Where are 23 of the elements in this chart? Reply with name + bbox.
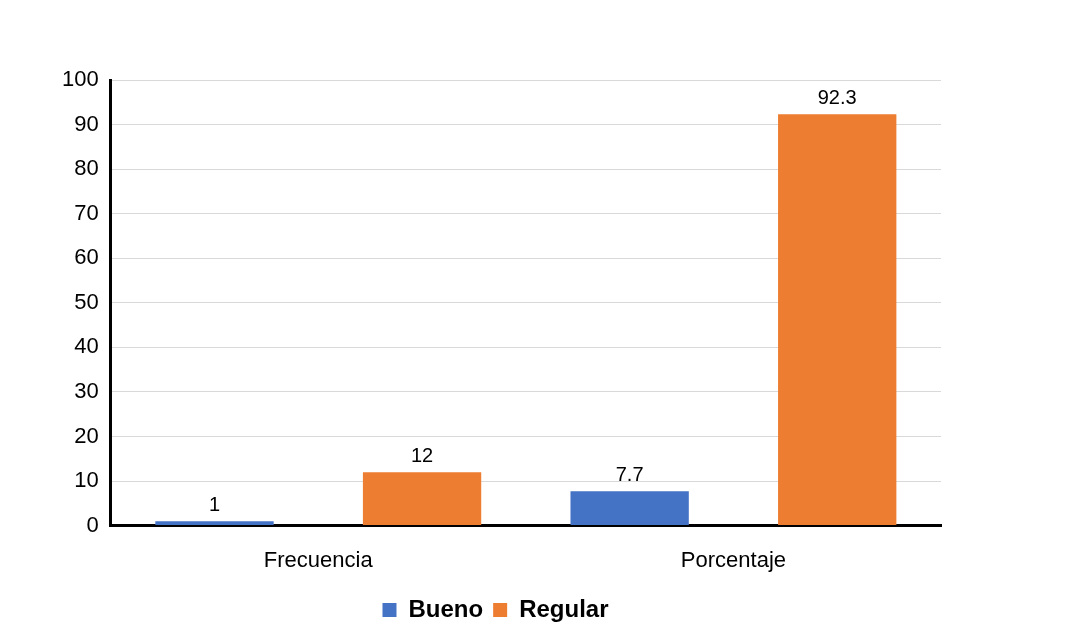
y-tick-label: 10 [74,467,99,493]
y-tick-label: 20 [74,422,99,448]
y-tick-label: 100 [61,66,99,92]
y-tick-label: 70 [74,199,99,225]
data-label: 1 [208,492,221,515]
y-tick-label: 30 [74,377,99,403]
legend-label: Bueno [408,594,484,622]
x-tick-label: Porcentaje [680,546,787,572]
y-tick-label: 80 [74,155,99,181]
x-tick-label: Frecuencia [263,546,374,572]
y-tick-label: 0 [86,511,99,537]
legend-label: Regular [519,594,609,622]
data-label: 12 [410,443,434,466]
bar [155,521,274,526]
bar [362,472,482,526]
y-tick-label: 60 [74,244,99,270]
y-tick-label: 50 [74,288,99,314]
y-tick-label: 90 [74,110,99,136]
data-label: 92.3 [817,85,857,108]
bar [570,491,689,526]
data-label: 7.7 [615,462,644,485]
y-tick-label: 40 [74,333,99,359]
bar [778,114,897,526]
